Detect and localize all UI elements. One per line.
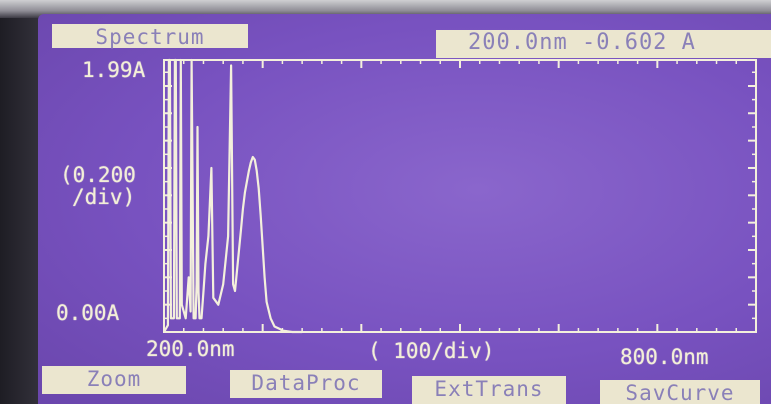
cursor-readout: 200.0nm -0.602 A [436, 30, 771, 58]
y-scale-label-line2: /div) [72, 185, 136, 209]
plot-frame [163, 59, 757, 333]
exttrans-softkey[interactable]: ExtTrans [412, 376, 566, 404]
x-max-label: 800.0nm [620, 345, 709, 369]
x-scale-label: ( 100/div) [368, 339, 495, 363]
x-min-label: 200.0nm [146, 337, 235, 361]
spectrum-mode-tab[interactable]: Spectrum [52, 24, 248, 49]
y-min-label: 0.00A [56, 301, 120, 325]
lcd-screen: Spectrum 200.0nm -0.602 A 1.99A (0.200 /… [38, 14, 771, 404]
spectrum-trace-line [163, 58, 303, 334]
dataproc-softkey[interactable]: DataProc [230, 370, 382, 398]
spectrum-plot [163, 58, 757, 334]
zoom-softkey[interactable]: Zoom [42, 366, 186, 394]
y-scale-label-line1: (0.200 [60, 163, 136, 187]
savcurve-softkey[interactable]: SavCurve [600, 380, 760, 404]
y-max-label: 1.99A [82, 58, 146, 82]
device-bezel-top [0, 0, 771, 18]
